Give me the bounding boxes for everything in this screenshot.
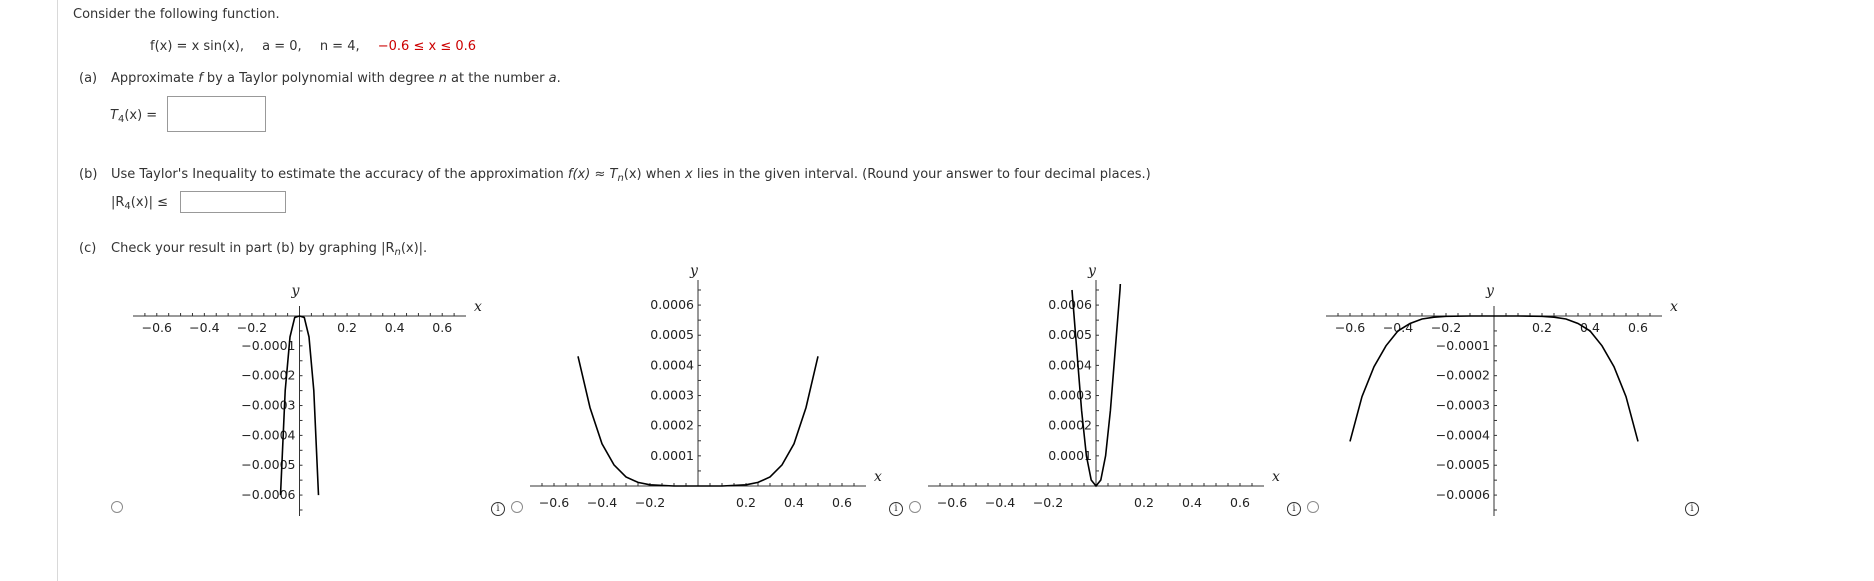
part-a-answer-input[interactable] xyxy=(167,96,266,132)
x-tick-label: −0.6 xyxy=(539,495,569,510)
x-axis-label: x xyxy=(874,469,882,485)
x-tick-label: −0.6 xyxy=(142,320,172,335)
y-tick-label: −0.0001 xyxy=(1436,338,1490,353)
x-tick-label: 0.2 xyxy=(1134,495,1154,510)
radio-option-4[interactable] xyxy=(1307,501,1319,513)
info-icon[interactable]: i xyxy=(491,502,505,516)
left-border xyxy=(57,0,58,581)
y-tick-label: −0.0001 xyxy=(241,338,295,353)
x-tick-label: −0.4 xyxy=(1383,320,1413,335)
y-tick-label: 0.0004 xyxy=(1048,357,1092,372)
part-c-question: Check your result in part (b) by graphin… xyxy=(111,241,428,258)
x-tick-label: 0.6 xyxy=(432,320,452,335)
series-line xyxy=(1349,315,1639,442)
function-definition: f(x) = x sin(x), a = 0, n = 4, −0.6 ≤ x … xyxy=(150,39,476,54)
y-tick-label: 0.0006 xyxy=(1048,297,1092,312)
y-tick-label: −0.0005 xyxy=(1436,457,1490,472)
radio-option-3[interactable] xyxy=(909,501,921,513)
x-tick-label: −0.4 xyxy=(587,495,617,510)
y-axis-label: y xyxy=(1485,283,1495,299)
x-tick-label: 0.6 xyxy=(1230,495,1250,510)
x-tick-label: −0.2 xyxy=(1033,495,1063,510)
x-axis-label: x xyxy=(474,299,482,315)
series-line xyxy=(1071,284,1122,488)
series-line xyxy=(279,315,320,496)
radio-option-1[interactable] xyxy=(111,501,123,513)
y-axis-label: y xyxy=(291,283,301,299)
y-tick-label: 0.0003 xyxy=(650,388,694,403)
info-icon[interactable]: i xyxy=(1685,502,1699,516)
x-tick-label: −0.4 xyxy=(189,320,219,335)
x-tick-label: −0.2 xyxy=(1431,320,1461,335)
y-tick-label: 0.0002 xyxy=(1048,418,1092,433)
y-tick-label: −0.0006 xyxy=(1436,487,1490,502)
y-tick-label: −0.0002 xyxy=(1436,368,1490,383)
series-line xyxy=(577,356,819,487)
part-a-answer-label: T4(x) = xyxy=(110,108,158,125)
x-tick-label: 0.6 xyxy=(832,495,852,510)
intro-text: Consider the following function. xyxy=(73,7,280,22)
y-tick-label: −0.0006 xyxy=(241,487,295,502)
radio-option-2[interactable] xyxy=(511,501,523,513)
y-tick-label: 0.0005 xyxy=(650,327,694,342)
x-axis-label: x xyxy=(1272,469,1280,485)
x-tick-label: 0.2 xyxy=(736,495,756,510)
part-b-question: Use Taylor's Inequality to estimate the … xyxy=(111,167,1151,184)
function-a: a = 0, xyxy=(262,39,302,54)
x-tick-label: −0.6 xyxy=(937,495,967,510)
x-tick-label: 0.4 xyxy=(1580,320,1600,335)
x-tick-label: 0.4 xyxy=(1182,495,1202,510)
x-tick-label: −0.6 xyxy=(1335,320,1365,335)
x-tick-label: 0.4 xyxy=(385,320,405,335)
x-tick-label: −0.2 xyxy=(635,495,665,510)
y-tick-label: −0.0004 xyxy=(1436,427,1490,442)
part-b-label: (b) xyxy=(79,167,98,182)
y-tick-label: −0.0003 xyxy=(241,398,295,413)
y-tick-label: 0.0005 xyxy=(1048,327,1092,342)
y-tick-label: 0.0002 xyxy=(650,418,694,433)
part-b-answer-input[interactable] xyxy=(180,191,286,213)
part-a-label: (a) xyxy=(79,71,98,86)
function-n: n = 4, xyxy=(319,39,360,54)
y-axis-label: y xyxy=(689,263,699,279)
function-fx: f(x) = x sin(x), xyxy=(150,39,244,54)
function-interval: −0.6 ≤ x ≤ 0.6 xyxy=(377,39,477,54)
part-b-answer-label: |R4(x)| ≤ xyxy=(111,195,169,212)
y-tick-label: 0.0006 xyxy=(650,297,694,312)
y-tick-label: −0.0002 xyxy=(241,368,295,383)
y-tick-label: −0.0004 xyxy=(241,427,295,442)
x-tick-label: 0.6 xyxy=(1628,320,1648,335)
x-tick-label: −0.4 xyxy=(985,495,1015,510)
y-tick-label: 0.0004 xyxy=(650,357,694,372)
x-tick-label: 0.2 xyxy=(1532,320,1552,335)
part-c-label: (c) xyxy=(79,241,97,256)
info-icon[interactable]: i xyxy=(889,502,903,516)
y-tick-label: 0.0001 xyxy=(1048,448,1092,463)
y-axis-label: y xyxy=(1087,263,1097,279)
y-tick-label: −0.0003 xyxy=(1436,398,1490,413)
x-tick-label: 0.4 xyxy=(784,495,804,510)
x-tick-label: −0.2 xyxy=(237,320,267,335)
y-tick-label: 0.0001 xyxy=(650,448,694,463)
x-axis-label: x xyxy=(1670,299,1678,315)
x-tick-label: 0.2 xyxy=(337,320,357,335)
part-a-question: Approximate f by a Taylor polynomial wit… xyxy=(111,71,561,86)
info-icon[interactable]: i xyxy=(1287,502,1301,516)
